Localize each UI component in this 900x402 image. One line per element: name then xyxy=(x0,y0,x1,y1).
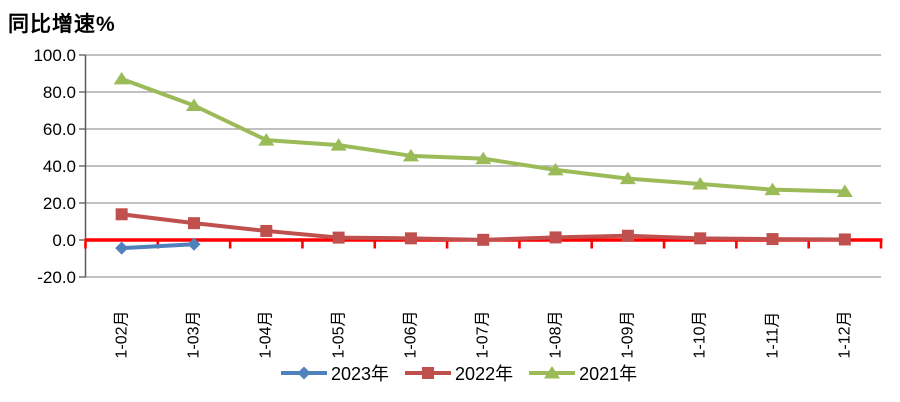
data-point-square-icon xyxy=(115,208,128,221)
x-tick-label: 1-03月 xyxy=(185,310,203,359)
data-point-triangle-icon xyxy=(764,182,781,196)
y-tick-label: 20.0 xyxy=(42,193,76,213)
data-point-square-icon xyxy=(404,232,417,245)
legend-item-2022: 2022年 xyxy=(405,360,513,386)
y-tick-label: -20.0 xyxy=(37,267,76,287)
x-tick-label: 1-10月 xyxy=(691,310,709,359)
data-point-triangle-icon xyxy=(836,184,853,198)
x-tick-label: 1-06月 xyxy=(402,310,420,359)
legend: 2023年 2022年 2021年 xyxy=(281,357,637,389)
legend-marker-2021-triangle-icon xyxy=(529,366,576,379)
legend-item-2021: 2021年 xyxy=(529,360,637,386)
data-point-square-icon xyxy=(187,217,200,230)
data-point-diamond-icon xyxy=(115,241,129,255)
x-tick-label: 1-07月 xyxy=(474,310,492,359)
legend-triangle-icon xyxy=(544,366,561,379)
data-point-triangle-icon xyxy=(692,176,709,190)
x-tick-label: 1-04月 xyxy=(257,310,275,359)
data-point-diamond-icon xyxy=(187,237,201,251)
data-point-square-icon xyxy=(621,229,634,242)
legend-diamond-icon xyxy=(297,366,311,380)
x-tick-label: 1-12月 xyxy=(836,310,854,359)
data-point-square-icon xyxy=(694,232,707,245)
series-2021年 xyxy=(113,71,853,198)
data-point-triangle-icon xyxy=(475,151,492,165)
y-tick-label: 40.0 xyxy=(42,156,76,176)
x-tick-label: 1-08月 xyxy=(547,310,565,359)
data-point-triangle-icon xyxy=(619,171,636,185)
data-point-triangle-icon xyxy=(113,71,130,85)
series-2023年 xyxy=(115,237,201,255)
x-tick-label: 1-09月 xyxy=(619,310,637,359)
legend-label-2023: 2023年 xyxy=(331,364,390,384)
data-point-square-icon xyxy=(332,231,345,244)
data-point-square-icon xyxy=(549,231,562,244)
data-point-triangle-icon xyxy=(330,138,347,151)
legend-marker-2023-diamond-icon xyxy=(281,366,327,380)
legend-marker-2022-square-icon xyxy=(405,367,452,379)
data-point-square-icon xyxy=(838,233,851,246)
y-tick-label: 60.0 xyxy=(42,119,76,139)
legend-item-2023: 2023年 xyxy=(281,360,389,386)
data-point-square-icon xyxy=(260,224,273,237)
x-tick-label: 1-05月 xyxy=(330,310,348,359)
legend-label-2022: 2022年 xyxy=(455,364,514,384)
data-point-triangle-icon xyxy=(258,133,275,146)
series-line-2021年 xyxy=(119,76,847,194)
y-tick-label: 0.0 xyxy=(52,230,76,250)
data-point-square-icon xyxy=(477,233,490,246)
data-point-square-icon xyxy=(766,233,779,246)
x-tick-label: 1-11月 xyxy=(764,311,782,359)
data-point-triangle-icon xyxy=(547,162,564,176)
legend-square-icon xyxy=(422,367,435,379)
y-tick-label: 100.0 xyxy=(33,45,76,65)
x-tick-label: 1-02月 xyxy=(113,310,131,359)
series-2022年 xyxy=(115,208,851,246)
legend-label-2021: 2021年 xyxy=(579,364,638,384)
data-point-triangle-icon xyxy=(402,148,419,162)
chart-title: 同比增速% xyxy=(8,13,116,36)
data-point-triangle-icon xyxy=(185,98,202,112)
y-tick-label: 80.0 xyxy=(42,82,76,102)
series-line-2023年 xyxy=(119,242,196,251)
